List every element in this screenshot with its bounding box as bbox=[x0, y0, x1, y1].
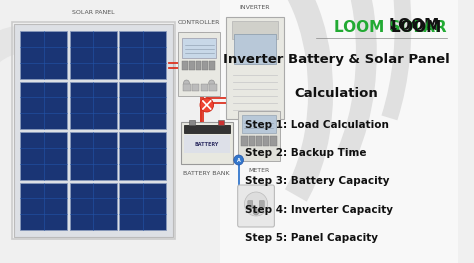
FancyBboxPatch shape bbox=[20, 183, 67, 230]
FancyBboxPatch shape bbox=[14, 24, 173, 237]
FancyBboxPatch shape bbox=[70, 132, 117, 180]
FancyBboxPatch shape bbox=[178, 32, 220, 96]
FancyBboxPatch shape bbox=[234, 34, 276, 64]
FancyBboxPatch shape bbox=[226, 17, 284, 119]
Text: INVERTER: INVERTER bbox=[240, 5, 270, 10]
FancyBboxPatch shape bbox=[183, 125, 230, 133]
Text: Step 5: Panel Capacity: Step 5: Panel Capacity bbox=[245, 233, 378, 243]
Text: Step 2: Backup Time: Step 2: Backup Time bbox=[245, 148, 366, 158]
Text: BATTERY: BATTERY bbox=[194, 141, 219, 146]
FancyBboxPatch shape bbox=[183, 84, 191, 91]
FancyBboxPatch shape bbox=[183, 135, 230, 153]
Text: CONTROLLER: CONTROLLER bbox=[178, 20, 220, 25]
FancyBboxPatch shape bbox=[190, 120, 195, 125]
FancyBboxPatch shape bbox=[256, 136, 262, 146]
Text: BATTERY BANK: BATTERY BANK bbox=[183, 171, 230, 176]
FancyBboxPatch shape bbox=[20, 82, 67, 129]
FancyBboxPatch shape bbox=[70, 31, 117, 78]
Text: LOOM SOLAR: LOOM SOLAR bbox=[334, 20, 447, 35]
Text: Step 3: Battery Capacity: Step 3: Battery Capacity bbox=[245, 176, 390, 186]
FancyBboxPatch shape bbox=[20, 132, 67, 180]
FancyBboxPatch shape bbox=[259, 200, 264, 209]
FancyBboxPatch shape bbox=[192, 84, 200, 91]
FancyBboxPatch shape bbox=[201, 84, 208, 91]
FancyBboxPatch shape bbox=[20, 31, 67, 78]
FancyBboxPatch shape bbox=[237, 111, 280, 161]
FancyBboxPatch shape bbox=[119, 31, 166, 78]
Circle shape bbox=[200, 98, 213, 112]
FancyBboxPatch shape bbox=[202, 60, 208, 69]
FancyBboxPatch shape bbox=[237, 185, 274, 227]
Circle shape bbox=[245, 192, 268, 216]
Text: Inverter Battery & Solar Panel: Inverter Battery & Solar Panel bbox=[223, 53, 450, 65]
Circle shape bbox=[183, 80, 190, 86]
FancyBboxPatch shape bbox=[209, 60, 215, 69]
Text: LOOM: LOOM bbox=[391, 20, 447, 35]
FancyBboxPatch shape bbox=[210, 84, 217, 91]
FancyBboxPatch shape bbox=[119, 82, 166, 129]
FancyBboxPatch shape bbox=[119, 132, 166, 180]
Text: Calculation: Calculation bbox=[295, 87, 378, 100]
FancyBboxPatch shape bbox=[70, 183, 117, 230]
FancyBboxPatch shape bbox=[270, 136, 277, 146]
FancyBboxPatch shape bbox=[182, 38, 217, 58]
FancyBboxPatch shape bbox=[220, 0, 458, 263]
FancyBboxPatch shape bbox=[232, 21, 278, 39]
Text: LOOM: LOOM bbox=[389, 18, 444, 33]
FancyBboxPatch shape bbox=[219, 120, 224, 125]
FancyBboxPatch shape bbox=[241, 136, 247, 146]
FancyBboxPatch shape bbox=[182, 60, 188, 69]
FancyBboxPatch shape bbox=[248, 136, 255, 146]
FancyBboxPatch shape bbox=[263, 136, 269, 146]
FancyBboxPatch shape bbox=[248, 200, 253, 209]
FancyBboxPatch shape bbox=[189, 60, 195, 69]
Text: SOLAR PANEL: SOLAR PANEL bbox=[72, 9, 115, 14]
Text: Step 4: Inverter Capacity: Step 4: Inverter Capacity bbox=[245, 205, 393, 215]
Text: A: A bbox=[237, 158, 240, 163]
Circle shape bbox=[234, 155, 244, 165]
Circle shape bbox=[253, 209, 259, 215]
Text: Step 1: Load Calculation: Step 1: Load Calculation bbox=[245, 120, 389, 130]
FancyBboxPatch shape bbox=[242, 115, 276, 133]
Text: METER: METER bbox=[248, 168, 270, 173]
FancyBboxPatch shape bbox=[119, 183, 166, 230]
Circle shape bbox=[209, 80, 215, 86]
FancyBboxPatch shape bbox=[196, 60, 201, 69]
FancyBboxPatch shape bbox=[70, 82, 117, 129]
FancyBboxPatch shape bbox=[181, 122, 233, 164]
